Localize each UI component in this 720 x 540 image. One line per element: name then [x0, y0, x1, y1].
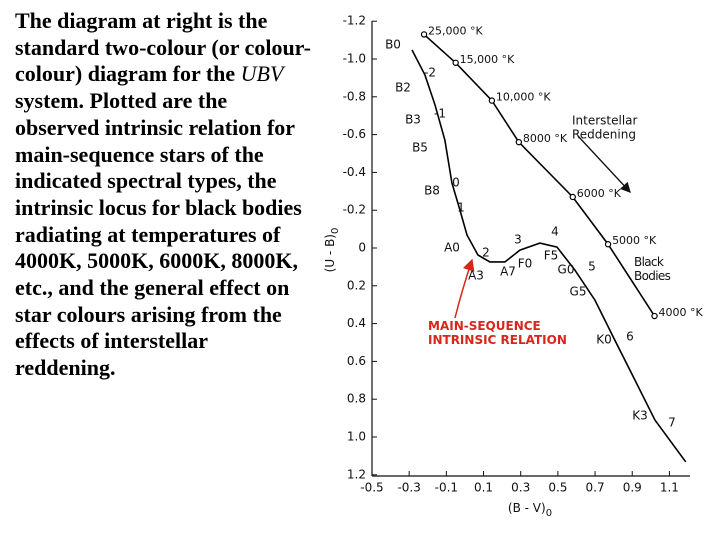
series-label: Black Bodies — [634, 255, 671, 283]
x-tick-label: 0.5 — [548, 481, 567, 495]
x-tick-label: 1.1 — [660, 481, 679, 495]
point — [604, 241, 612, 248]
y-tick-label: -0.2 — [343, 203, 366, 217]
spectral-label: B2 — [395, 81, 411, 95]
x-tick-label: 0.9 — [623, 481, 642, 495]
x-tick-label: -0.5 — [360, 481, 383, 495]
spectral-label: 7 — [668, 416, 676, 430]
spectral-label: A3 — [468, 269, 484, 283]
x-axis-title-sub: 0 — [546, 508, 552, 519]
spectral-label: B3 — [405, 113, 421, 127]
point — [420, 31, 428, 38]
y-tick-label: -1.0 — [343, 52, 366, 66]
spectral-label: -1 — [434, 107, 446, 121]
spectral-label: K3 — [632, 409, 648, 423]
y-tick-label: 0.8 — [347, 392, 366, 406]
series-label-line: INTRINSIC RELATION — [428, 333, 567, 347]
point-label: 8000 °K — [523, 132, 568, 145]
point — [569, 193, 576, 201]
series-label: MAIN-SEQUENCE INTRINSIC RELATION — [428, 319, 567, 347]
y-axis-title: (U - B)0 — [323, 228, 342, 273]
annotation: Reddening — [572, 128, 636, 142]
series-label-line: MAIN-SEQUENCE — [428, 319, 541, 333]
spectral-label: G0 — [558, 263, 575, 277]
point-label: 15,000 °K — [460, 53, 515, 66]
text: The diagram at right is the standard two… — [15, 8, 311, 87]
point — [452, 59, 459, 66]
x-axis-title-main: (B - V) — [508, 501, 546, 515]
x-tick-label: 0.1 — [474, 481, 493, 495]
label-arrow — [454, 258, 475, 319]
point-label: 4000 °K — [659, 306, 704, 319]
y-tick-label: 0.6 — [347, 354, 366, 368]
point — [651, 312, 658, 320]
x-tick-label: -0.3 — [397, 481, 420, 495]
x-tick-label: 0.3 — [511, 481, 530, 495]
x-tick-label: 0.7 — [586, 481, 605, 495]
text: system. Plotted are the observed intrins… — [15, 88, 302, 381]
spectral-label: F5 — [544, 249, 559, 263]
y-tick-label: 1.2 — [347, 467, 366, 481]
description: The diagram at right is the standard two… — [15, 8, 311, 382]
spectral-label: 6 — [626, 330, 634, 344]
y-tick-label: -0.8 — [343, 89, 366, 103]
italic-text: UBV — [240, 61, 284, 87]
x-tick-label: -0.1 — [435, 481, 458, 495]
spectral-label: 1 — [457, 201, 465, 215]
point-label: 6000 °K — [577, 187, 622, 200]
point-label: 5000 °K — [612, 234, 657, 247]
spectral-label: -2 — [424, 66, 436, 80]
spectral-label: K0 — [596, 333, 612, 347]
spectral-label: A7 — [500, 265, 516, 279]
y-axis-title-sub: 0 — [330, 228, 341, 234]
point — [488, 97, 496, 104]
point — [515, 138, 523, 146]
spectral-label: B8 — [424, 184, 440, 198]
spectral-label: B0 — [385, 38, 401, 52]
spectral-label: 3 — [514, 233, 522, 247]
y-tick-label: 0.4 — [347, 316, 366, 330]
y-tick-label: -0.4 — [343, 165, 366, 179]
annotation: Interstellar — [572, 114, 638, 128]
point-label: 10,000 °K — [496, 91, 551, 104]
y-tick-label: 1.0 — [347, 430, 366, 444]
spectral-label: B5 — [412, 141, 428, 155]
spectral-label: 2 — [482, 246, 490, 260]
y-tick-label: -0.6 — [343, 127, 366, 141]
y-tick-label: 0.2 — [347, 278, 366, 292]
spectral-label: 5 — [588, 260, 596, 274]
spectral-label: G5 — [570, 285, 587, 299]
x-axis-title: (B - V)0 — [508, 501, 552, 520]
spectral-label: 0 — [452, 176, 460, 190]
series-line — [411, 49, 687, 463]
series-label-line: Bodies — [634, 269, 671, 283]
point-label: 25,000 °K — [428, 24, 483, 37]
y-tick-label: -1.2 — [343, 14, 366, 28]
reddening-arrow — [577, 135, 631, 193]
y-tick-label: 0 — [358, 241, 366, 255]
spectral-label: F0 — [518, 257, 533, 271]
y-axis-title-main: (U - B) — [323, 234, 337, 272]
series-label-line: Black — [634, 255, 664, 269]
spectral-label: 4 — [551, 225, 559, 239]
spectral-label: A0 — [444, 241, 460, 255]
